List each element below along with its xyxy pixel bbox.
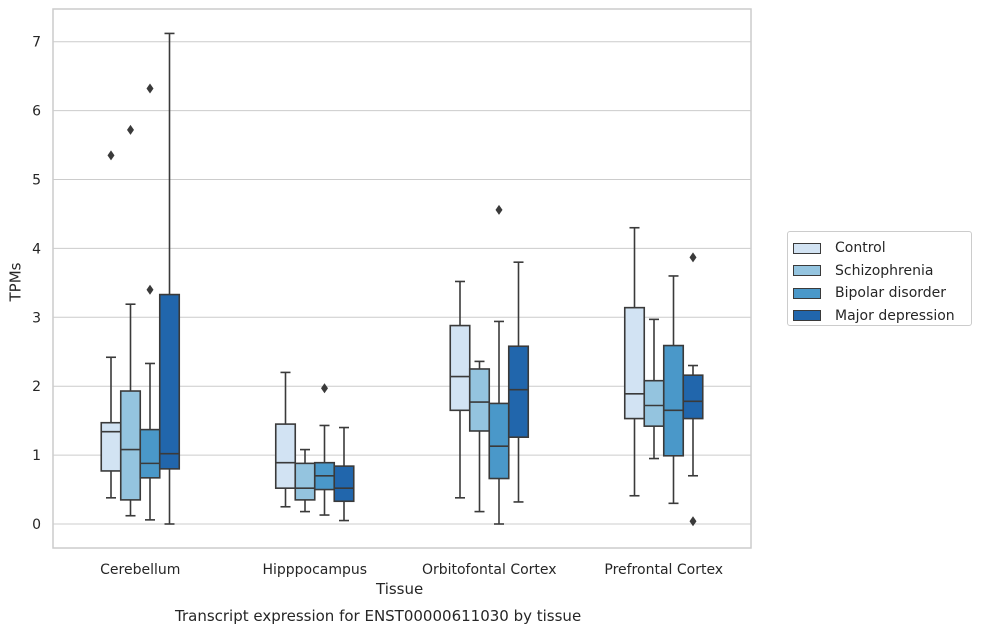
box — [623, 306, 646, 420]
box — [119, 390, 142, 501]
box — [100, 421, 122, 472]
box — [507, 345, 530, 438]
box — [488, 402, 510, 480]
legend-item-schizophrenia: Schizophrenia — [793, 260, 971, 283]
outlier-point — [127, 124, 134, 135]
legend-item-control: Control — [793, 237, 971, 260]
box — [643, 379, 665, 427]
box — [682, 374, 704, 420]
y-axis-label: TPMs — [6, 262, 25, 302]
legend-swatch — [793, 310, 821, 322]
box — [468, 368, 491, 432]
legend-item-bipolar: Bipolar disorder — [793, 282, 971, 305]
outlier-point — [107, 150, 115, 161]
y-tick-label: 5 — [32, 173, 41, 189]
chart-title: Transcript expression for ENST0000061103… — [175, 607, 582, 625]
y-tick-label: 4 — [32, 241, 41, 257]
box — [139, 428, 161, 479]
x-tick-label: Prefrontal Cortex — [604, 562, 723, 578]
y-tick-label: 2 — [32, 379, 41, 395]
box — [274, 423, 297, 489]
legend: Control Schizophrenia Bipolar disorder M… — [787, 231, 972, 326]
y-tick-label: 1 — [32, 448, 41, 464]
legend-label: Control — [835, 240, 886, 257]
x-axis-label: Tissue — [376, 580, 424, 598]
legend-swatch — [793, 287, 821, 299]
outlier-point — [321, 383, 328, 394]
outlier-point — [689, 252, 697, 263]
legend-item-depression: Major depression — [793, 305, 971, 328]
box — [662, 344, 685, 457]
plot-frame — [52, 8, 752, 549]
outlier-point — [146, 83, 154, 94]
y-tick-label: 6 — [32, 104, 41, 120]
legend-label: Schizophrenia — [835, 262, 934, 279]
legend-swatch — [793, 242, 821, 254]
y-tick-label: 0 — [32, 517, 41, 533]
x-tick-label: Hipppocampus — [262, 562, 367, 578]
x-tick-label: Cerebellum — [100, 562, 180, 578]
legend-label: Major depression — [835, 307, 955, 324]
outlier-point — [146, 284, 154, 295]
legend-swatch — [793, 265, 821, 277]
box — [294, 462, 316, 501]
legend-label: Bipolar disorder — [835, 285, 947, 302]
x-tick-label: Orbitofontal Cortex — [422, 562, 557, 578]
box — [333, 465, 355, 503]
box — [449, 324, 471, 412]
outlier-point — [689, 516, 697, 527]
y-tick-label: 3 — [32, 310, 41, 326]
outlier-point — [495, 204, 503, 215]
box — [158, 293, 181, 470]
y-tick-label: 7 — [32, 35, 41, 51]
